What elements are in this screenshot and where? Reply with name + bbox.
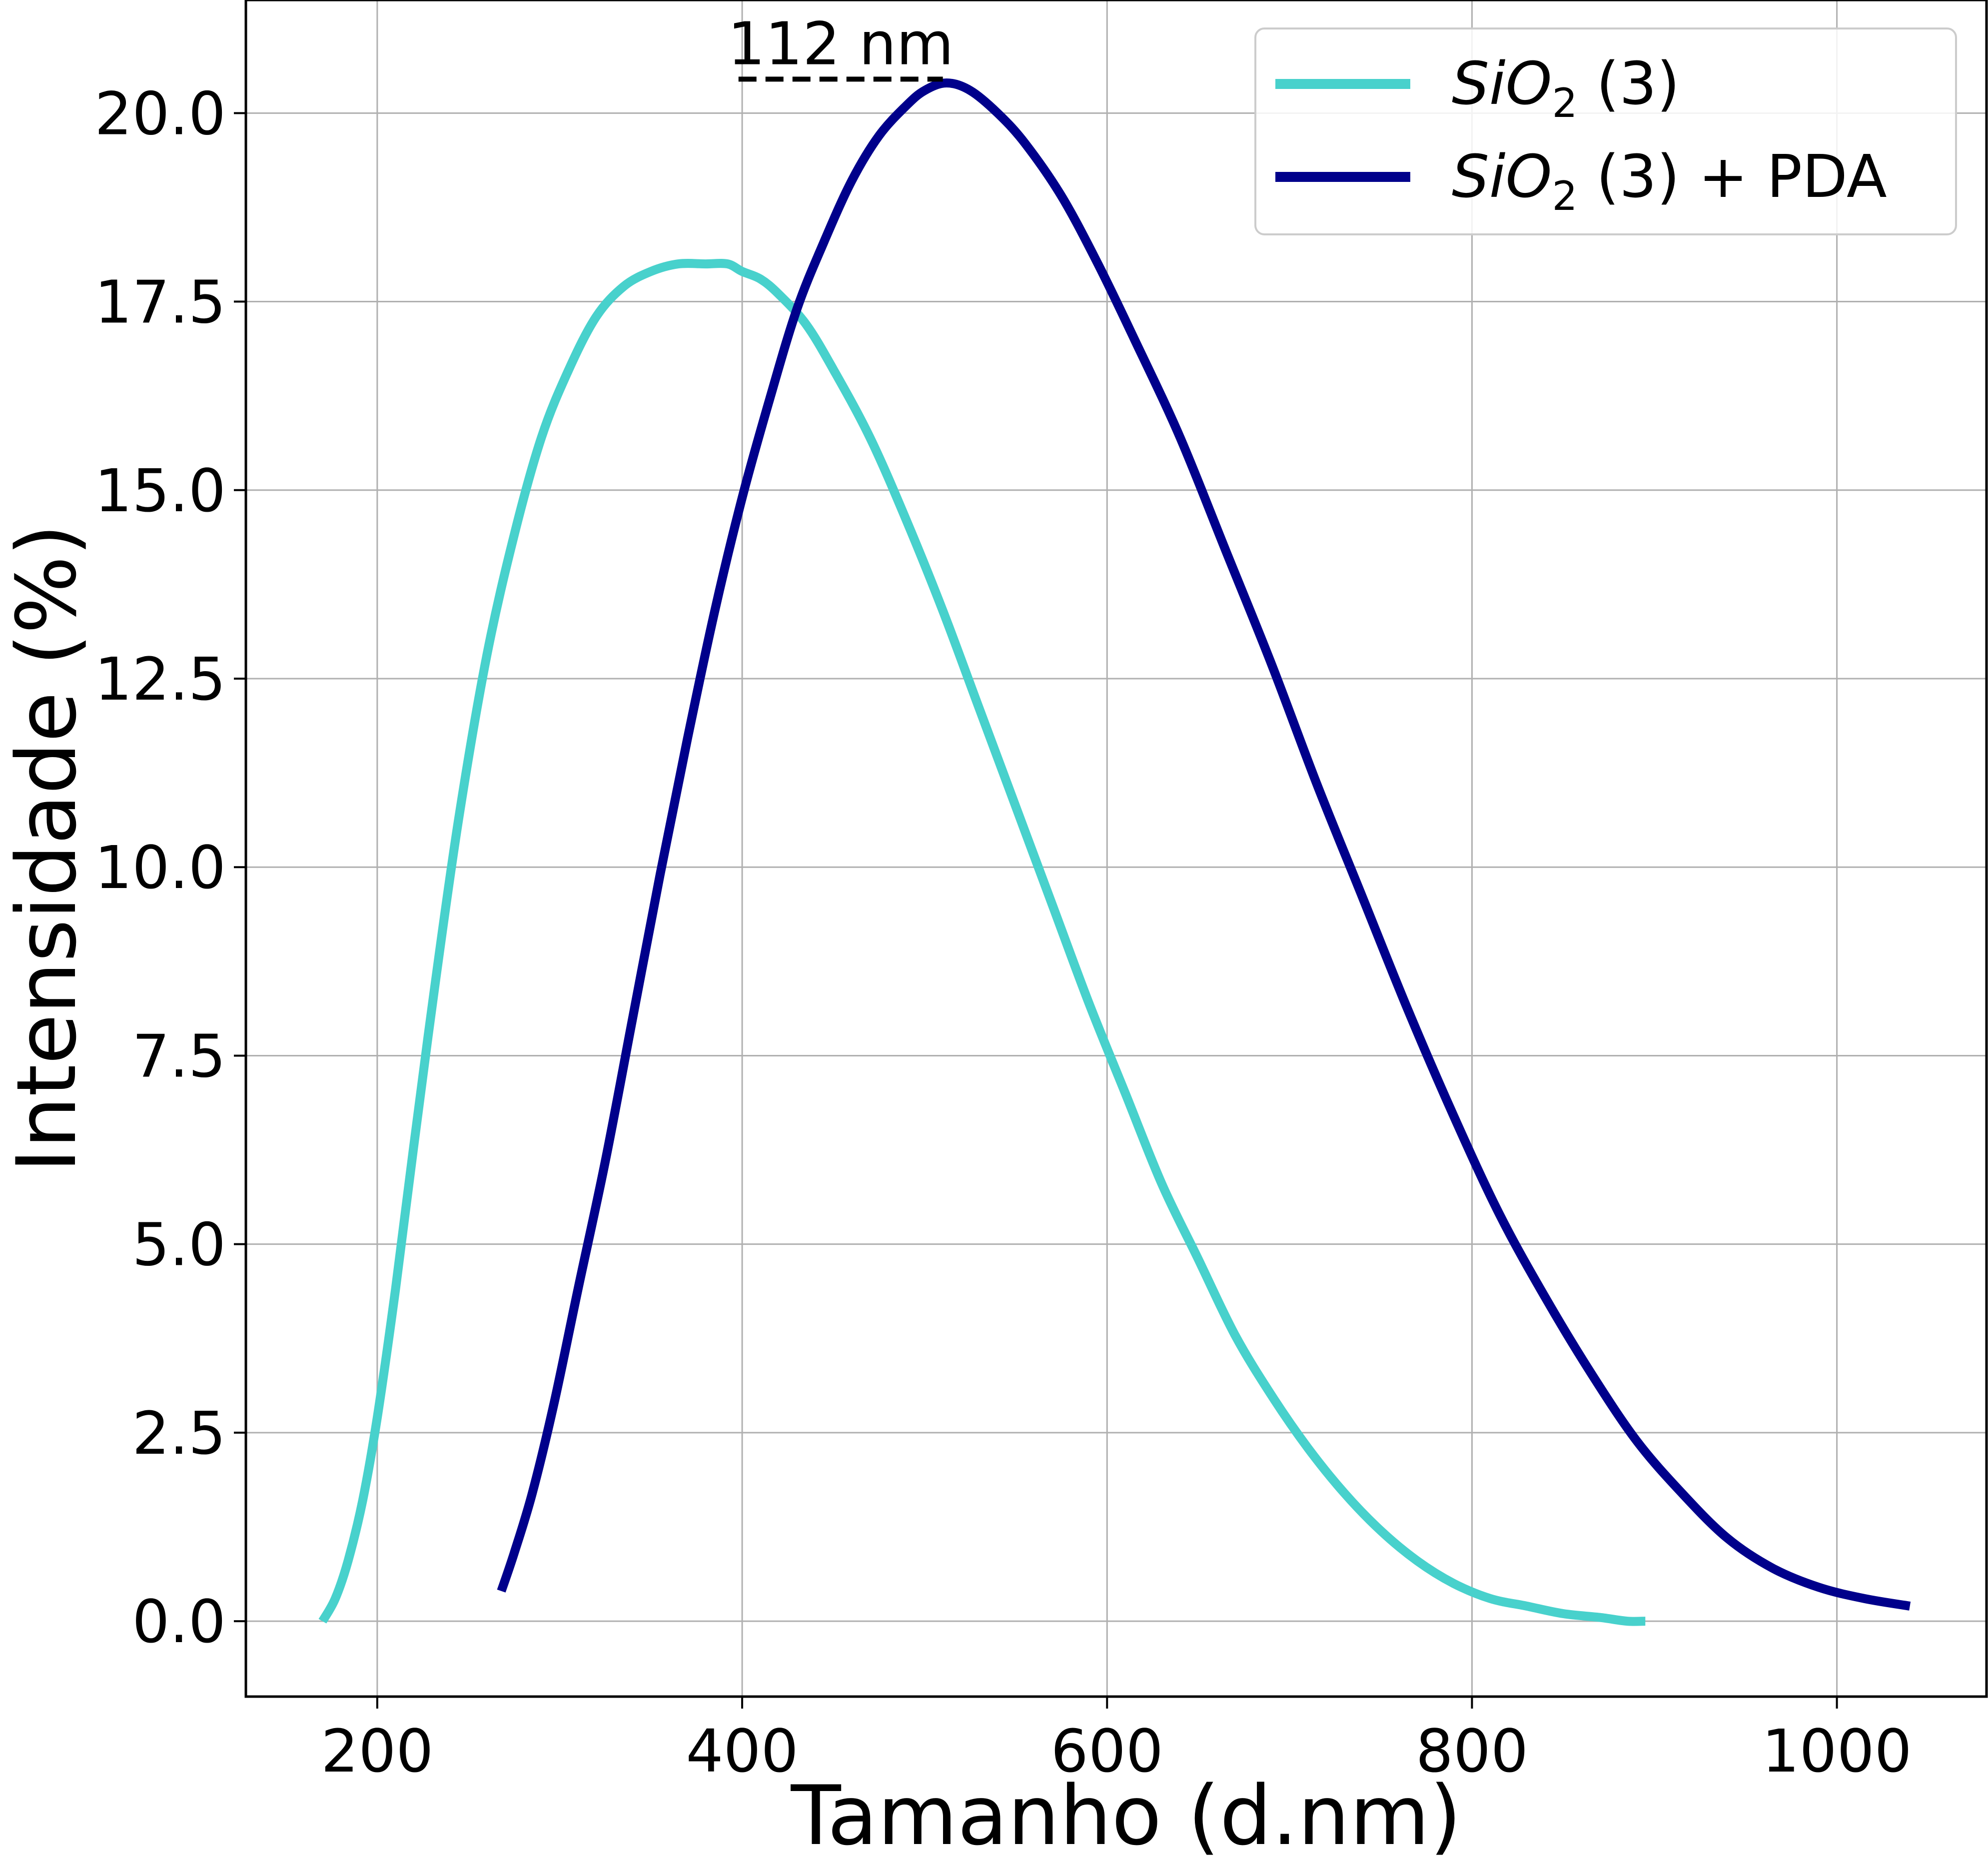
y-tick-label: 7.5 (132, 1021, 226, 1090)
x-axis-title: Tamanho (d.nm) (790, 1768, 1461, 1861)
y-tick-label: 20.0 (94, 79, 226, 148)
legend-label-0: SiO2 (3) (1452, 49, 1680, 126)
x-tick-label: 800 (1416, 1717, 1528, 1786)
plot-frame (244, 0, 1988, 1698)
y-axis-title: Intensidade (%) (0, 524, 94, 1173)
legend-box (1254, 27, 1957, 235)
y-tick-label: 0.0 (132, 1587, 226, 1656)
y-tick-label: 10.0 (94, 833, 226, 902)
grid (246, 0, 1987, 1697)
annotation: 112 nm (728, 9, 954, 82)
y-tick-label: 15.0 (94, 456, 226, 525)
legend-label-rest: (3) + PDA (1577, 142, 1887, 211)
legend-formula: SiO (1452, 49, 1552, 118)
x-tick-label: 1000 (1762, 1717, 1912, 1786)
legend-formula: SiO (1452, 142, 1552, 211)
peak-shift-label: 112 nm (728, 9, 954, 78)
legend-label-1: SiO2 (3) + PDA (1452, 142, 1887, 219)
series-line-1 (497, 78, 1911, 1611)
x-tick-label: 400 (686, 1717, 798, 1786)
legend-subscript: 2 (1552, 80, 1578, 126)
x-tick-label: 600 (1051, 1717, 1163, 1786)
series-line-0 (318, 259, 1646, 1626)
y-tick-label: 5.0 (132, 1210, 226, 1279)
y-tick-label: 12.5 (94, 645, 226, 714)
y-tick-label: 2.5 (132, 1399, 226, 1468)
series-layer (318, 78, 1911, 1626)
y-tick-label: 17.5 (94, 268, 226, 337)
legend: SiO2 (3)SiO2 (3) + PDA (1254, 27, 1957, 235)
x-tick-label: 200 (321, 1717, 433, 1786)
legend-subscript: 2 (1552, 173, 1578, 219)
axis-ticks: 200 400 600 800 1000 0.0 2.5 5.0 7.5 10.0 12.5 15.0… (94, 79, 1912, 1786)
legend-label-rest: (3) (1577, 49, 1680, 118)
